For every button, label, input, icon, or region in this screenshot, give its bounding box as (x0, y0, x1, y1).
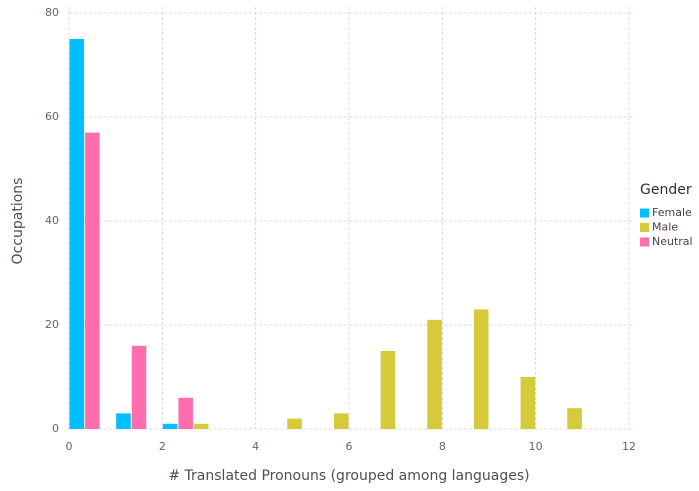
bar (85, 132, 100, 429)
bar (333, 413, 349, 429)
legend-entry: Neutral (652, 235, 693, 248)
legend-title: Gender (640, 182, 692, 198)
x-tick-label: 12 (622, 440, 636, 453)
legend-swatch (640, 208, 649, 218)
bar (287, 418, 302, 429)
y-tick-label: 60 (45, 110, 59, 123)
x-tick-label: 4 (252, 440, 259, 453)
bar (69, 39, 85, 429)
y-tick-label: 80 (45, 6, 59, 19)
y-tick-label: 0 (52, 422, 59, 435)
legend-entry: Male (652, 221, 678, 234)
x-tick-label: 0 (66, 440, 73, 453)
bar (520, 377, 536, 429)
bar (116, 413, 131, 429)
y-tick-label: 40 (45, 214, 59, 227)
bar (131, 345, 147, 429)
legend-swatch (640, 237, 649, 247)
bar (178, 397, 193, 429)
bar (380, 351, 396, 429)
legend-entry: Female (652, 206, 692, 219)
y-axis-label: Occupations (10, 178, 26, 265)
bar (427, 319, 442, 429)
x-tick-label: 10 (529, 440, 543, 453)
y-tick-label: 20 (45, 318, 59, 331)
x-tick-label: 2 (159, 440, 166, 453)
x-tick-label: 8 (439, 440, 446, 453)
x-axis-label: # Translated Pronouns (grouped among lan… (168, 468, 529, 484)
bar (162, 423, 178, 429)
bar (473, 309, 489, 429)
bar (193, 423, 209, 429)
bar (567, 408, 582, 429)
x-tick-label: 6 (346, 440, 353, 453)
legend-swatch (640, 223, 649, 232)
